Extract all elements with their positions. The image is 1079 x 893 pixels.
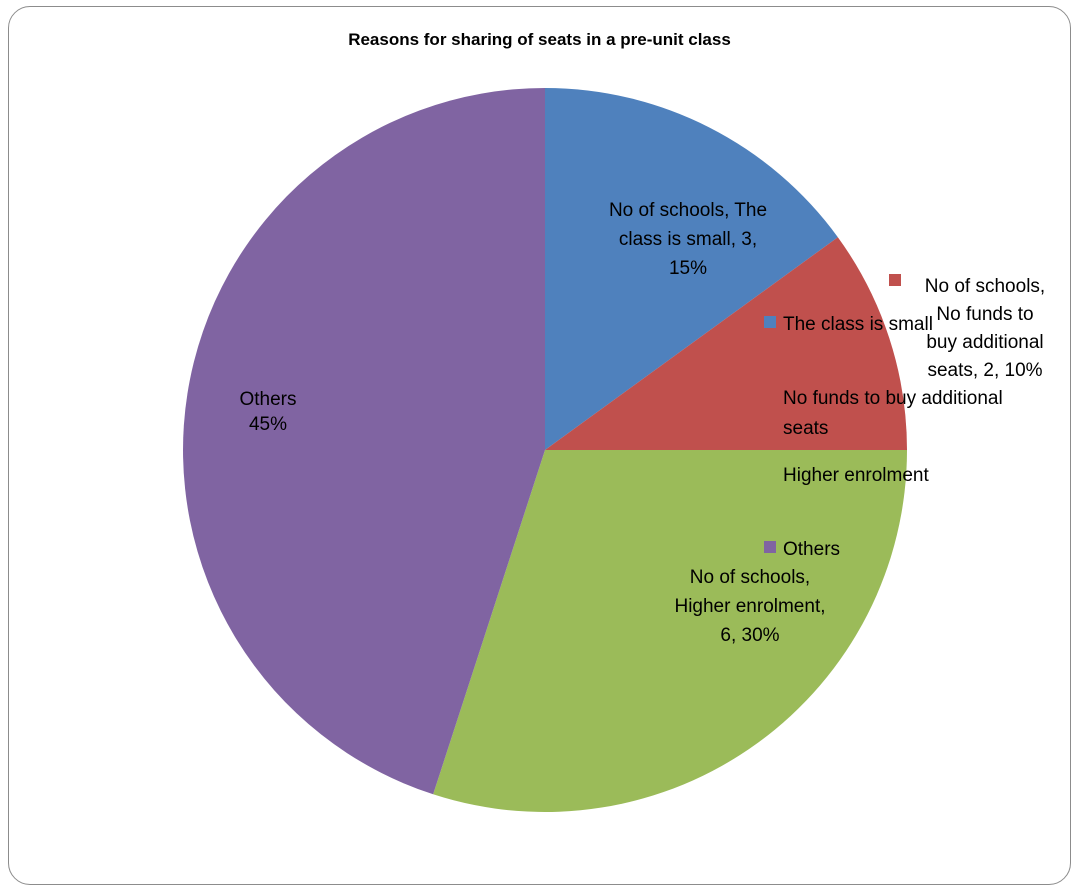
legend-label-0: The class is small [783, 314, 933, 335]
chart-title: Reasons for sharing of seats in a pre-un… [348, 30, 731, 49]
legend-marker-1 [889, 274, 901, 286]
legend-label-3: Others [783, 539, 840, 560]
data-label-1: No of schools, No funds to buy additional s… [925, 276, 1045, 381]
legend-label-1: No funds to buy additional seats [783, 388, 1003, 439]
data-label-2: No of schools, Higher enrolment, 6, 30% [674, 567, 825, 646]
pie-slice-3 [183, 88, 545, 795]
pie-slice-0 [545, 88, 838, 450]
data-label-3: Others 45% [239, 389, 296, 435]
pie-slice-2 [433, 450, 907, 812]
legend-label-2: Higher enrolment [783, 465, 929, 486]
legend-marker-0 [764, 316, 776, 328]
pie-slice-1 [545, 237, 907, 450]
legend-marker-3 [764, 541, 776, 553]
data-label-0: No of schools, The class is small, 3, 15% [609, 200, 767, 279]
